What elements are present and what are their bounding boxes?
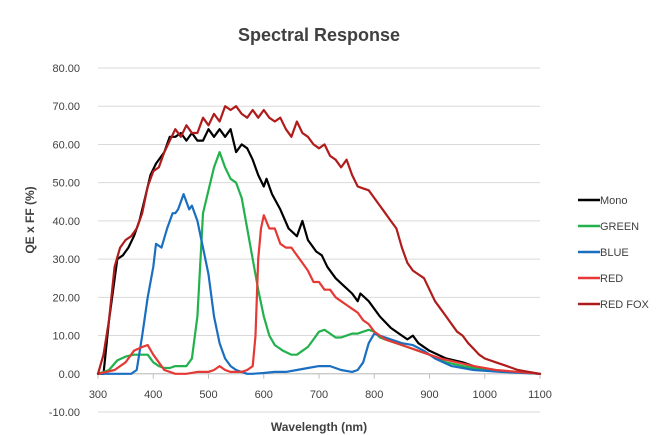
x-tick-label: 300	[89, 389, 107, 401]
legend-label: GREEN	[600, 221, 639, 233]
y-axis-label: QE x FF (%)	[23, 186, 37, 253]
y-tick-label: -10.00	[49, 407, 80, 419]
legend: Mono GREEN BLUE RED RED FOX	[578, 195, 650, 311]
x-tick-label: 900	[420, 389, 438, 401]
legend-label: RED	[600, 273, 623, 285]
x-tick-label: 800	[365, 389, 383, 401]
x-axis-label: Wavelength (nm)	[271, 420, 367, 434]
x-axis-ticks: 300 400 500 600 700 800 900 1000 1100	[89, 373, 552, 401]
x-tick-label: 1000	[473, 389, 497, 401]
series-line-red-fox	[96, 105, 542, 375]
series-line-green	[96, 151, 542, 375]
x-tick-label: 500	[199, 389, 217, 401]
x-tick-label: 400	[144, 389, 162, 401]
x-tick-label: 700	[310, 389, 328, 401]
series-lines	[96, 105, 542, 375]
y-tick-label: 40.00	[52, 216, 80, 228]
y-tick-label: 70.00	[52, 101, 80, 113]
legend-label: Mono	[600, 195, 628, 207]
legend-label: RED FOX	[600, 299, 650, 311]
gridlines	[98, 67, 540, 413]
series-line-red	[96, 214, 542, 375]
series-line-blue	[96, 193, 542, 375]
legend-label: BLUE	[600, 247, 629, 259]
y-tick-label: 10.00	[52, 331, 80, 343]
y-tick-label: 20.00	[52, 292, 80, 304]
y-tick-label: 60.00	[52, 139, 80, 151]
x-tick-label: 1100	[528, 389, 552, 401]
series-line-mono	[96, 128, 542, 375]
y-tick-label: 80.00	[52, 63, 80, 75]
y-axis-ticks: -10.00 0.00 10.00 20.00 30.00 40.00 50.00 60.00…	[49, 63, 80, 419]
y-tick-label: 50.00	[52, 178, 80, 190]
chart-title: Spectral Response	[238, 25, 400, 45]
y-tick-label: 30.00	[52, 254, 80, 266]
y-tick-label: 0.00	[59, 369, 80, 381]
x-tick-label: 600	[255, 389, 273, 401]
